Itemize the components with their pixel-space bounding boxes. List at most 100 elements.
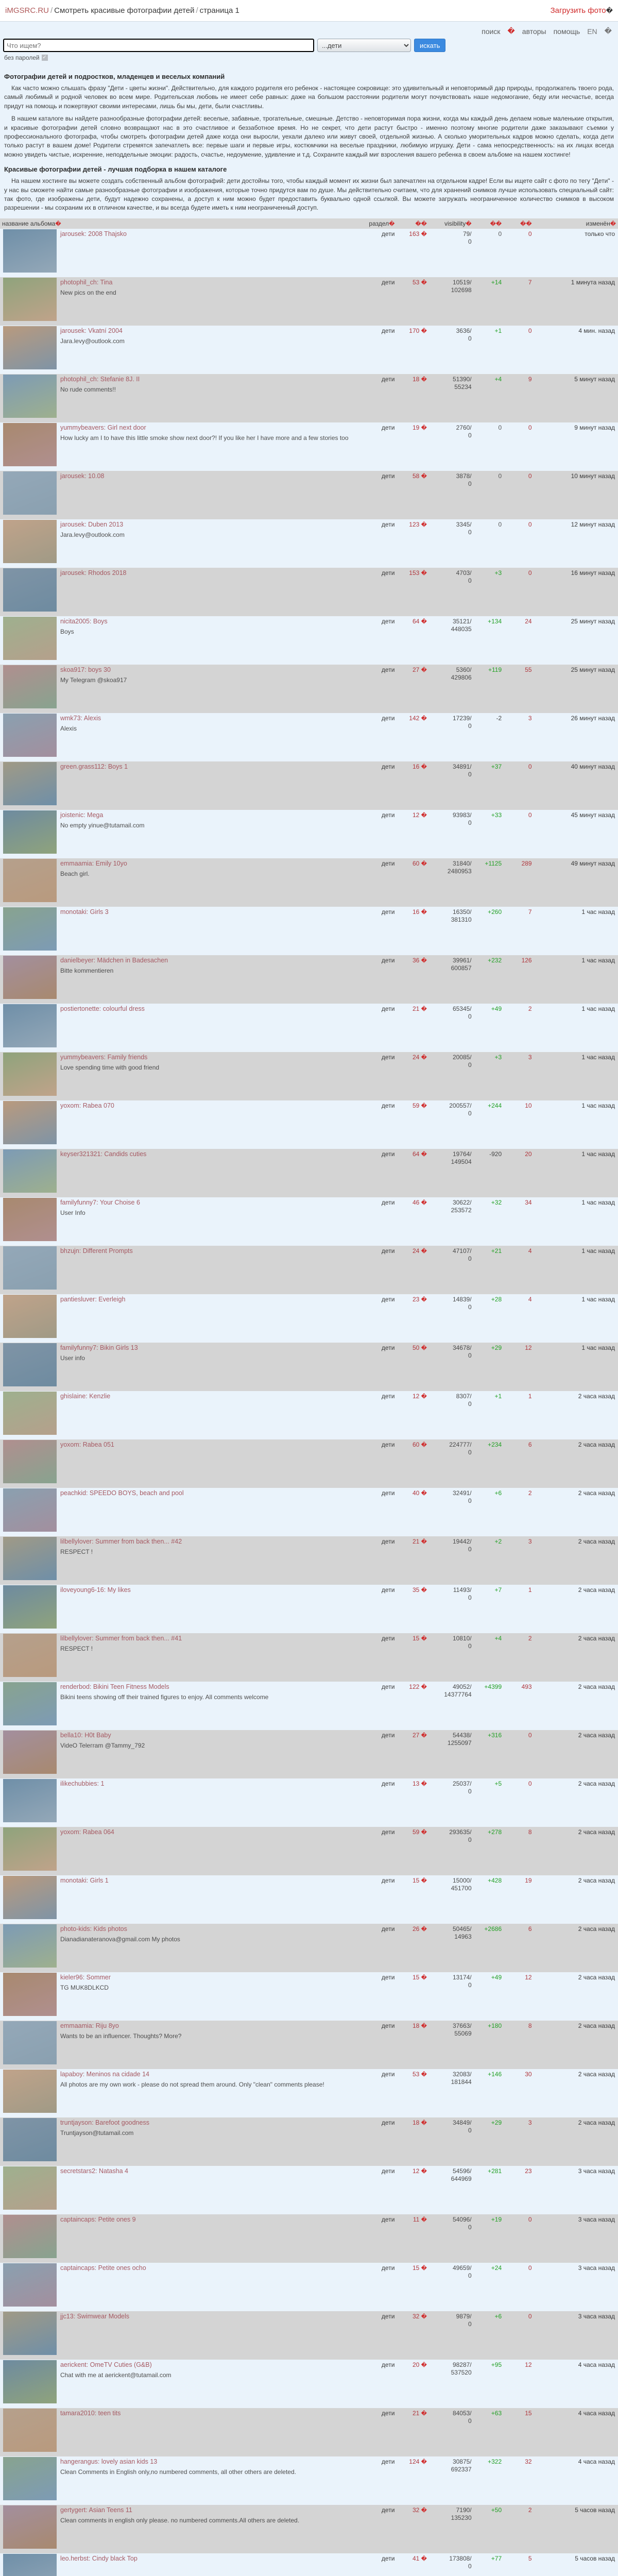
album-thumbnail[interactable]: [3, 1585, 57, 1629]
album-thumbnail[interactable]: [3, 1972, 57, 2016]
album-title-link[interactable]: ghislaine: Kenzlie: [60, 1392, 111, 1400]
album-title-link[interactable]: jarousek: Rhodos 2018: [60, 569, 127, 577]
album-section[interactable]: дети: [381, 1295, 395, 1303]
album-thumbnail[interactable]: [3, 1197, 57, 1241]
album-thumbnail-cell[interactable]: [0, 2117, 58, 2166]
album-title-link[interactable]: emmaamia: Emily 10yo: [60, 859, 127, 867]
table-row[interactable]: yoxom: Rabea 051 дети 60 � 224777/0 +234 6 2 ч…: [0, 1439, 618, 1488]
table-row[interactable]: hangerangus: lovely asian kids 13 Clean C…: [0, 2456, 618, 2505]
album-title-link[interactable]: nicita2005: Boys: [60, 617, 108, 625]
album-thumbnail-cell[interactable]: [0, 2214, 58, 2263]
album-thumbnail-cell[interactable]: [0, 326, 58, 374]
album-thumbnail-cell[interactable]: [0, 1100, 58, 1149]
table-row[interactable]: yoxom: Rabea 070 дети 59 � 200557/0 +244 10 1 …: [0, 1100, 618, 1149]
table-row[interactable]: jarousek: 2008 Thajsko дети 163 � 79/0 0 0 тол…: [0, 228, 618, 277]
album-thumbnail[interactable]: [3, 1536, 57, 1580]
album-thumbnail-cell[interactable]: [0, 1246, 58, 1294]
table-row[interactable]: renderbod: Bikini Teen Fitness Models Bik…: [0, 1681, 618, 1730]
table-row[interactable]: captaincaps: Petite ones ocho дети 15 � 496…: [0, 2262, 618, 2311]
table-row[interactable]: nicita2005: Boys Boys дети 64 � 35121/448035…: [0, 616, 618, 665]
search-button[interactable]: искать: [414, 39, 446, 52]
album-thumbnail-cell[interactable]: [0, 229, 58, 277]
album-title-link[interactable]: gertygert: Asian Teens 11: [60, 2506, 132, 2514]
album-section[interactable]: дети: [381, 714, 395, 722]
album-thumbnail-cell[interactable]: [0, 1004, 58, 1052]
album-thumbnail-cell[interactable]: [0, 2311, 58, 2360]
album-title-link[interactable]: green.grass112: Boys 1: [60, 762, 128, 770]
album-title-link[interactable]: captaincaps: Petite ones 9: [60, 2215, 136, 2223]
album-thumbnail[interactable]: [3, 616, 57, 660]
album-section[interactable]: дети: [381, 859, 395, 867]
table-row[interactable]: bhzujn: Different Prompts дети 24 � 47107/0…: [0, 1245, 618, 1294]
album-title-link[interactable]: leo.herbst: Cindy black Top: [60, 2554, 138, 2562]
album-thumbnail-cell[interactable]: [0, 810, 58, 858]
album-thumbnail[interactable]: [3, 2166, 57, 2210]
col-header-section[interactable]: раздел�: [355, 218, 397, 229]
table-row[interactable]: jarousek: Rhodos 2018 дети 153 � 4703/0 +3 0 1…: [0, 567, 618, 616]
album-thumbnail-cell[interactable]: [0, 568, 58, 616]
album-thumbnail[interactable]: [3, 955, 57, 999]
col-header-pictures[interactable]: ��: [397, 218, 429, 229]
album-title-link[interactable]: danielbeyer: Mädchen in Badesachen: [60, 956, 168, 964]
album-section[interactable]: дети: [381, 1634, 395, 1642]
album-thumbnail-cell[interactable]: [0, 1924, 58, 1972]
album-title-link[interactable]: secretstars2: Natasha 4: [60, 2167, 128, 2175]
album-section[interactable]: дети: [381, 327, 395, 334]
album-thumbnail[interactable]: [3, 2263, 57, 2307]
nav-search[interactable]: поиск: [482, 27, 501, 36]
table-row[interactable]: lilbellylover: Summer from back then... …: [0, 1536, 618, 1585]
album-thumbnail[interactable]: [3, 2553, 57, 2576]
album-section[interactable]: дети: [381, 423, 395, 431]
album-title-link[interactable]: peachkid: SPEEDO BOYS, beach and pool: [60, 1489, 184, 1497]
table-row[interactable]: familyfunny7: Bikin Girls 13 User info дет…: [0, 1342, 618, 1391]
table-row[interactable]: bella10: H0t Baby VidеO Teleгram @Tammy_7…: [0, 1730, 618, 1778]
no-password-filter[interactable]: без паролей ✓: [0, 52, 618, 61]
album-section[interactable]: дети: [381, 1537, 395, 1545]
album-thumbnail-cell[interactable]: [0, 1488, 58, 1536]
album-title-link[interactable]: joistenic: Mega: [60, 811, 104, 819]
album-thumbnail-cell[interactable]: [0, 1294, 58, 1343]
album-section[interactable]: дети: [381, 1344, 395, 1351]
album-section[interactable]: дети: [381, 278, 395, 286]
album-title-link[interactable]: photo-kids: Kids photos: [60, 1925, 127, 1933]
album-thumbnail-cell[interactable]: [0, 858, 58, 907]
col-header-visibility[interactable]: visibility�: [428, 218, 474, 229]
album-title-link[interactable]: monotaki: Girls 1: [60, 1876, 109, 1884]
album-section[interactable]: дети: [381, 1150, 395, 1158]
table-row[interactable]: iloveyoung6-16: My likes дети 35 � 11493/0 +…: [0, 1584, 618, 1633]
album-section[interactable]: дети: [381, 1489, 395, 1497]
table-row[interactable]: photo-kids: Kids photos Dianadianateranov…: [0, 1923, 618, 1972]
search-scope-select[interactable]: ...дети: [317, 39, 411, 52]
album-section[interactable]: дети: [381, 2554, 395, 2562]
table-row[interactable]: keyser321321: Candids cuties дети 64 � 1976…: [0, 1148, 618, 1197]
album-section[interactable]: дети: [381, 569, 395, 577]
album-title-link[interactable]: jarousek: 10.08: [60, 472, 105, 480]
album-section[interactable]: дети: [381, 1876, 395, 1884]
table-row[interactable]: green.grass112: Boys 1 дети 16 � 34891/0 +37…: [0, 761, 618, 810]
album-thumbnail-cell[interactable]: [0, 955, 58, 1004]
album-title-link[interactable]: jarousek: 2008 Thajsko: [60, 230, 127, 238]
album-thumbnail[interactable]: [3, 2021, 57, 2064]
album-thumbnail[interactable]: [3, 471, 57, 515]
table-row[interactable]: skoa917: boys 30 My Telegram @skoa917 дети…: [0, 664, 618, 713]
album-thumbnail[interactable]: [3, 2456, 57, 2500]
table-row[interactable]: joistenic: Mega No empty yinue@tutamail.c…: [0, 809, 618, 858]
album-title-link[interactable]: familyfunny7: Bikin Girls 13: [60, 1344, 138, 1351]
album-title-link[interactable]: keyser321321: Candids cuties: [60, 1150, 147, 1158]
table-row[interactable]: yoxom: Rabea 064 дети 59 � 293635/0 +278 8 2 ч…: [0, 1826, 618, 1875]
table-row[interactable]: yummybeavers: Family friends Love spendin…: [0, 1052, 618, 1100]
album-thumbnail-cell[interactable]: [0, 2505, 58, 2553]
table-row[interactable]: photophil_ch: Tina New pics on the end дет…: [0, 277, 618, 326]
album-thumbnail-cell[interactable]: [0, 1875, 58, 1924]
album-thumbnail[interactable]: [3, 1343, 57, 1386]
album-title-link[interactable]: yoxom: Rabea 064: [60, 1828, 114, 1836]
table-row[interactable]: jarousek: 10.08 дети 58 � 3878/0 0 0 10 минут …: [0, 470, 618, 519]
album-thumbnail-cell[interactable]: [0, 1730, 58, 1778]
album-title-link[interactable]: yummybeavers: Girl next door: [60, 423, 146, 431]
album-title-link[interactable]: kieler96: Sommer: [60, 1973, 111, 1981]
album-thumbnail-cell[interactable]: [0, 1778, 58, 1827]
album-title-link[interactable]: hangerangus: lovely asian kids 13: [60, 2458, 158, 2465]
nav-authors[interactable]: авторы: [522, 27, 546, 36]
album-thumbnail[interactable]: [3, 1633, 57, 1677]
table-row[interactable]: emmaamia: Riju 8yo Wants to be an influen…: [0, 2020, 618, 2069]
